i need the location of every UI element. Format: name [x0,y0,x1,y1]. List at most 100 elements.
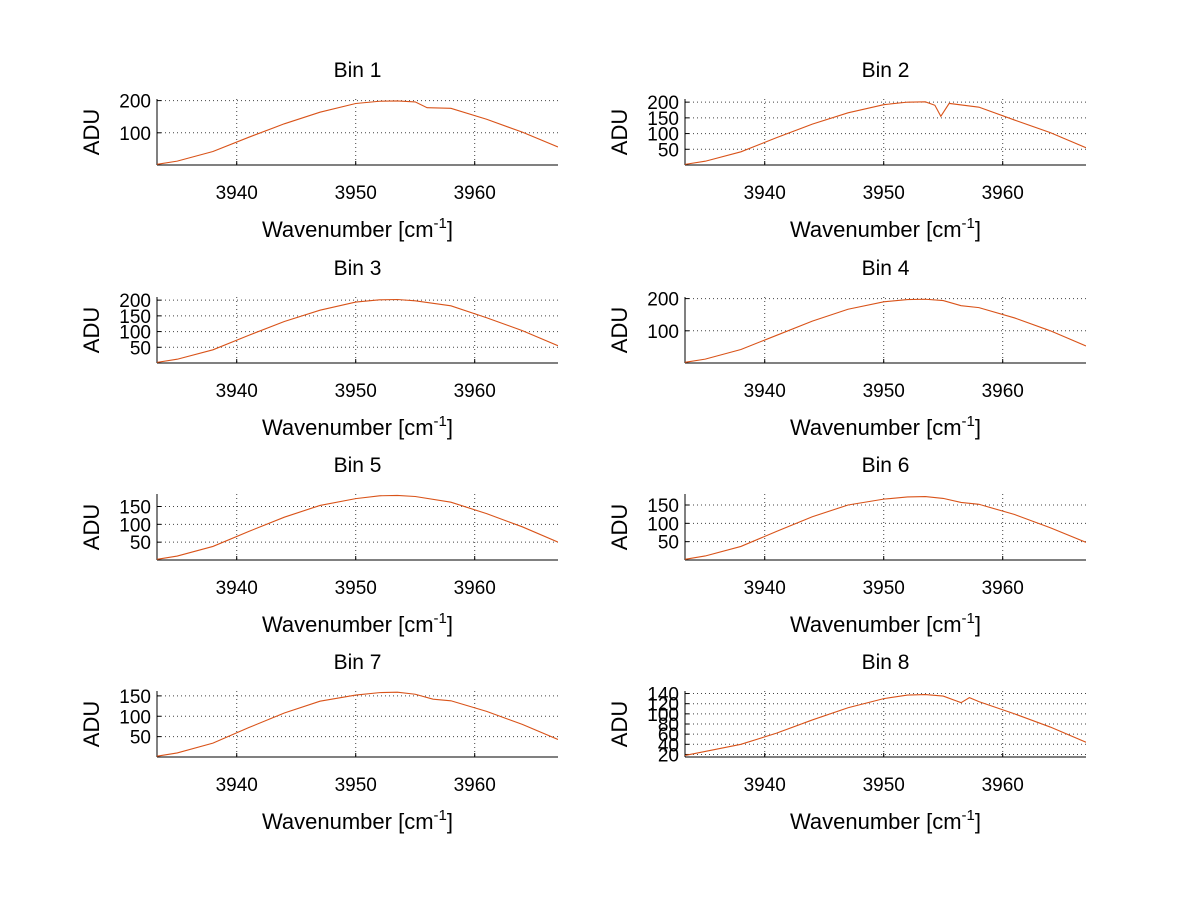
x-axis-label: Wavenumber [cm-1] [790,215,981,242]
x-axis-label-superscript: -1 [434,807,447,824]
x-tick-label: 3960 [982,775,1024,796]
y-tick-label: 150 [119,687,151,708]
x-tick-label: 3950 [335,381,377,402]
x-axis-label: Wavenumber [cm-1] [790,807,981,834]
subplot-title: Bin 4 [862,257,910,280]
y-axis-label: ADU [607,504,632,550]
y-axis-label: ADU [79,307,104,353]
x-tick-label: 3940 [744,381,786,402]
subplot-title: Bin 6 [862,454,910,477]
subplot-title: Bin 7 [334,651,382,674]
y-tick-label: 100 [647,514,679,535]
y-tick-label: 50 [658,533,679,554]
y-tick-label: 150 [647,109,679,130]
y-tick-label: 150 [647,496,679,517]
x-axis-label: Wavenumber [cm-1] [262,413,453,440]
x-tick-label: 3960 [454,775,496,796]
x-axis-label-text: Wavenumber [cm [262,415,434,440]
x-axis-label-superscript: -1 [962,610,975,627]
x-axis-label-suffix: ] [447,217,453,242]
subplot-title: Bin 5 [334,454,382,477]
x-tick-label: 3950 [335,578,377,599]
y-tick-label: 100 [119,707,151,728]
x-axis-label-suffix: ] [447,809,453,834]
x-axis-label-suffix: ] [975,809,981,834]
y-tick-label: 100 [647,125,679,146]
y-tick-label: 100 [119,124,151,145]
y-tick-label: 100 [647,705,679,726]
x-axis-label-suffix: ] [447,415,453,440]
x-axis-label-superscript: -1 [434,413,447,430]
x-axis-label-suffix: ] [975,217,981,242]
y-tick-label: 50 [130,728,151,749]
x-tick-label: 3940 [216,578,258,599]
y-axis-label: ADU [79,701,104,747]
x-tick-label: 3950 [863,775,905,796]
x-axis-label-superscript: -1 [962,807,975,824]
x-tick-label: 3960 [454,183,496,204]
y-tick-label: 20 [658,745,679,766]
x-axis-label-text: Wavenumber [cm [262,217,434,242]
spectrum-line [685,101,1086,165]
x-tick-label: 3940 [744,775,786,796]
x-tick-label: 3940 [216,381,258,402]
y-tick-label: 200 [647,290,679,311]
x-tick-label: 3950 [335,183,377,204]
spectrum-line [157,100,558,165]
y-tick-label: 120 [647,695,679,716]
x-tick-label: 3950 [335,775,377,796]
x-axis-label-text: Wavenumber [cm [790,612,962,637]
x-axis-label-text: Wavenumber [cm [790,217,962,242]
y-tick-label: 50 [130,338,151,359]
x-tick-label: 3940 [216,775,258,796]
x-axis-label: Wavenumber [cm-1] [790,413,981,440]
spectrum-line [157,691,558,757]
x-axis-label: Wavenumber [cm-1] [262,807,453,834]
spectrum-line [685,298,1086,363]
y-axis-label: ADU [607,307,632,353]
x-tick-label: 3950 [863,183,905,204]
y-tick-label: 50 [658,140,679,161]
x-axis-label-suffix: ] [975,415,981,440]
subplot-title: Bin 3 [334,257,382,280]
spectrum-line [157,298,558,363]
y-axis-label: ADU [79,504,104,550]
y-tick-label: 60 [658,725,679,746]
subplot-4: 3940 3950 3960 100 200 Bin 4 ADU Wavenumber [cm… [607,257,1086,440]
x-tick-label: 3960 [982,381,1024,402]
y-tick-label: 140 [647,685,679,706]
subplot-title: Bin 1 [334,59,382,82]
x-tick-label: 3940 [744,578,786,599]
x-axis-label-superscript: -1 [434,610,447,627]
y-tick-label: 40 [658,735,679,756]
spectrum-line [685,693,1086,757]
x-tick-label: 3940 [744,183,786,204]
subplot-1: 3940 3950 3960 100 200 Bin 1 ADU Wavenumber [cm… [79,59,558,242]
x-tick-label: 3950 [863,578,905,599]
x-tick-label: 3950 [863,381,905,402]
x-axis-label: Wavenumber [cm-1] [790,610,981,637]
y-tick-label: 150 [119,497,151,518]
subplot-title: Bin 2 [862,59,910,82]
x-tick-label: 3960 [982,183,1024,204]
x-axis-label-text: Wavenumber [cm [262,809,434,834]
y-axis-label: ADU [79,109,104,155]
y-tick-label: 80 [658,715,679,736]
y-tick-label: 100 [119,515,151,536]
x-axis-label: Wavenumber [cm-1] [262,610,453,637]
x-axis-label-superscript: -1 [962,215,975,232]
x-axis-label: Wavenumber [cm-1] [262,215,453,242]
x-axis-label-superscript: -1 [434,215,447,232]
x-tick-label: 3960 [454,578,496,599]
x-axis-label-suffix: ] [975,612,981,637]
x-tick-label: 3960 [982,578,1024,599]
x-axis-label-text: Wavenumber [cm [790,809,962,834]
subplot-title: Bin 8 [862,651,910,674]
